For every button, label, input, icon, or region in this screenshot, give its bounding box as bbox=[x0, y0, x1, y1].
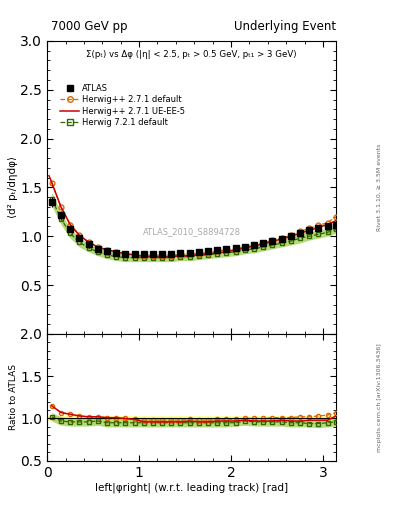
Text: ATLAS_2010_S8894728: ATLAS_2010_S8894728 bbox=[143, 227, 241, 236]
Text: mcplots.cern.ch [arXiv:1306.3436]: mcplots.cern.ch [arXiv:1306.3436] bbox=[377, 343, 382, 452]
Text: Underlying Event: Underlying Event bbox=[234, 20, 336, 33]
Text: Σ(pₜ) vs Δφ (|η| < 2.5, pₜ > 0.5 GeV, pₜ₁ > 3 GeV): Σ(pₜ) vs Δφ (|η| < 2.5, pₜ > 0.5 GeV, pₜ… bbox=[86, 50, 297, 59]
X-axis label: left|φright| (w.r.t. leading track) [rad]: left|φright| (w.r.t. leading track) [rad… bbox=[95, 482, 288, 493]
Y-axis label: Ratio to ATLAS: Ratio to ATLAS bbox=[9, 365, 18, 430]
Text: Rivet 3.1.10, ≥ 3.5M events: Rivet 3.1.10, ≥ 3.5M events bbox=[377, 144, 382, 231]
Text: 7000 GeV pp: 7000 GeV pp bbox=[51, 20, 128, 33]
Y-axis label: ⟨d² pₜ/dηdφ⟩: ⟨d² pₜ/dηdφ⟩ bbox=[7, 156, 18, 219]
Legend: ATLAS, Herwig++ 2.7.1 default, Herwig++ 2.7.1 UE-EE-5, Herwig 7.2.1 default: ATLAS, Herwig++ 2.7.1 default, Herwig++ … bbox=[57, 80, 188, 131]
